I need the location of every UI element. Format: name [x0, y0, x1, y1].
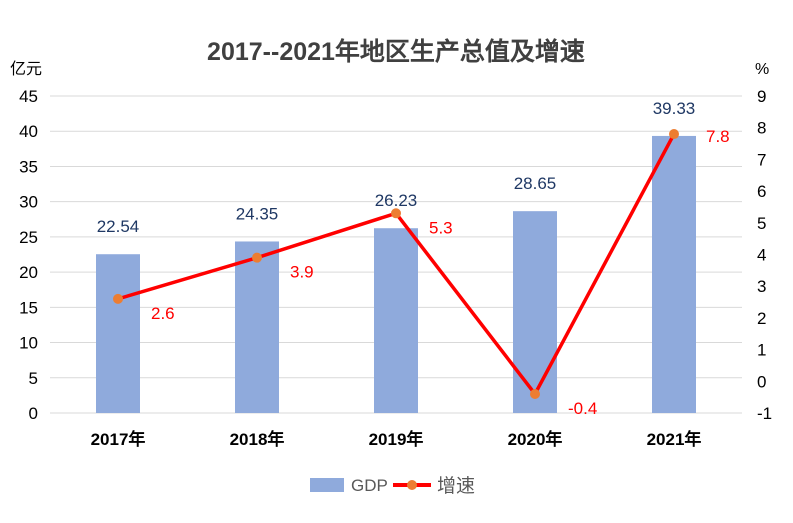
y-right-tick-label: -1: [757, 404, 772, 423]
y-left-tick-label: 15: [19, 298, 38, 317]
x-tick-label: 2019年: [369, 429, 424, 449]
x-tick-label: 2017年: [91, 429, 146, 449]
legend-label-gdp: GDP: [351, 476, 388, 495]
y-right-tick-label: 3: [757, 277, 766, 296]
x-tick-label: 2020年: [508, 429, 563, 449]
point-growth: [113, 293, 123, 304]
chart-title: 2017--2021年地区生产总值及增速: [207, 37, 585, 66]
y-right-tick-label: 8: [757, 119, 766, 138]
point-growth: [391, 208, 401, 219]
legend: GDP 增速: [310, 475, 475, 497]
x-tick-label: 2018年: [230, 429, 285, 449]
y-right-label: %: [755, 61, 769, 78]
legend-swatch-gdp: [310, 478, 344, 492]
y-right-tick-label: 4: [757, 246, 766, 265]
point-growth: [530, 388, 540, 399]
point-data-label: 2.6: [151, 304, 175, 323]
bar-data-label: 26.23: [375, 191, 418, 210]
y-right-tick-label: 1: [757, 341, 766, 360]
bar-gdp: [96, 254, 140, 413]
point-data-label: 3.9: [290, 263, 314, 282]
bar-data-label: 28.65: [514, 174, 557, 193]
x-tick-label: 2021年: [647, 429, 702, 449]
bar-data-label: 22.54: [97, 217, 140, 236]
point-growth: [669, 129, 679, 140]
bar-gdp: [374, 228, 418, 413]
y-left-tick-label: 40: [19, 122, 38, 141]
point-growth: [252, 252, 262, 263]
bar-data-label: 24.35: [236, 204, 279, 223]
y-left-tick-label: 5: [29, 369, 38, 388]
y-right-tick-label: 6: [757, 182, 766, 201]
y-left-tick-label: 30: [19, 193, 38, 212]
y-right-tick-label: 7: [757, 150, 766, 169]
y-right-tick-label: 2: [757, 309, 766, 328]
bar-data-label: 39.33: [653, 99, 696, 118]
y-right-tick-label: 0: [757, 372, 766, 391]
y-left-tick-label: 25: [19, 228, 38, 247]
bar-gdp: [235, 241, 279, 413]
y-left-label: 亿元: [10, 60, 42, 78]
bar-gdp: [513, 211, 557, 413]
point-data-label: 7.8: [706, 127, 730, 146]
y-left-tick-label: 45: [19, 87, 38, 106]
y-left-tick-label: 35: [19, 157, 38, 176]
point-data-label: 5.3: [429, 218, 453, 237]
y-left-tick-label: 20: [19, 263, 38, 282]
legend-label-growth: 增速: [437, 475, 475, 497]
y-left-tick-label: 10: [19, 334, 38, 353]
bar-gdp: [652, 135, 696, 413]
point-data-label: -0.4: [568, 399, 597, 418]
y-right-tick-label: 9: [757, 87, 766, 106]
y-left-tick-label: 0: [29, 404, 38, 423]
y-right-tick-label: 5: [757, 214, 766, 233]
legend-marker-growth: [407, 480, 417, 490]
